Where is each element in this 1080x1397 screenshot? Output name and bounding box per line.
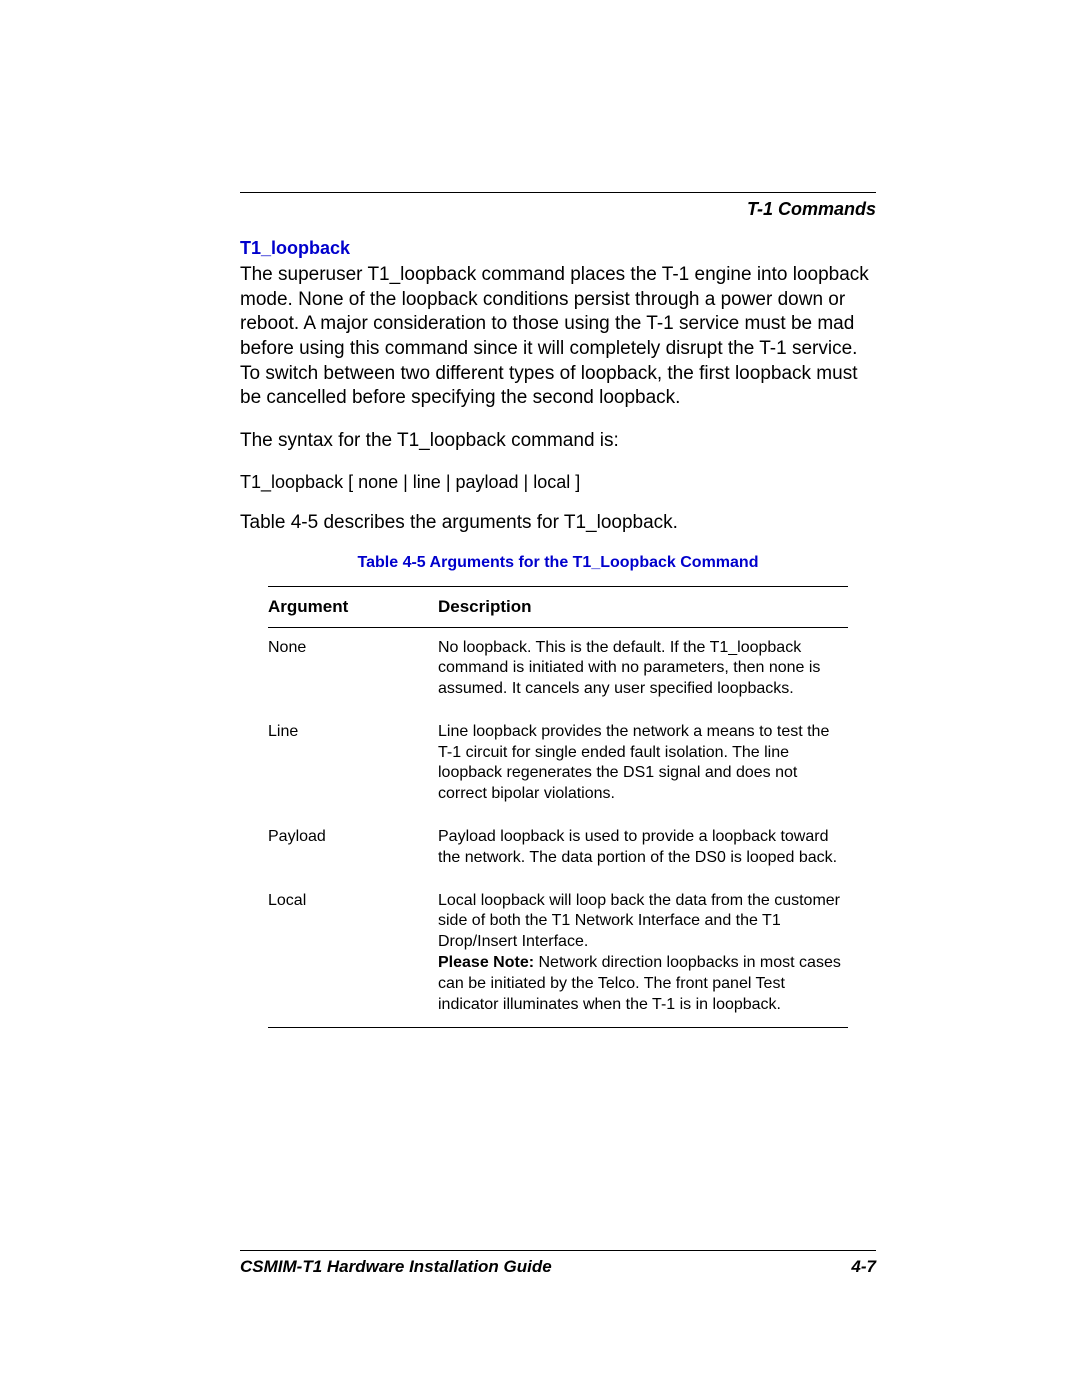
- header-title: T-1 Commands: [240, 199, 876, 220]
- table-row: None No loopback. This is the default. I…: [268, 627, 848, 712]
- arg-cell: Payload: [268, 817, 438, 881]
- page-content: T-1 Commands T1_loopback The superuser T…: [240, 192, 876, 1068]
- arg-cell: None: [268, 627, 438, 712]
- table-row: Payload Payload loopback is used to prov…: [268, 817, 848, 881]
- syntax-line: T1_loopback [ none | line | payload | lo…: [240, 472, 876, 493]
- arg-cell: Line: [268, 712, 438, 817]
- footer-rule: [240, 1250, 876, 1251]
- table-header-row: Argument Description: [268, 586, 848, 627]
- arguments-table: Argument Description None No loopback. T…: [268, 586, 848, 1029]
- table-caption: Table 4-5 Arguments for the T1_Loopback …: [240, 554, 876, 572]
- footer-row: CSMIM-T1 Hardware Installation Guide 4-7: [240, 1257, 876, 1277]
- desc-pre: Local loopback will loop back the data f…: [438, 892, 840, 951]
- table-row: Local Local loopback will loop back the …: [268, 881, 848, 1028]
- paragraph-syntax-intro: The syntax for the T1_loopback command i…: [240, 429, 876, 454]
- table-row: Line Line loopback provides the network …: [268, 712, 848, 817]
- desc-cell: Local loopback will loop back the data f…: [438, 881, 848, 1028]
- paragraph-intro: The superuser T1_loopback command places…: [240, 263, 876, 411]
- footer-right: 4-7: [851, 1257, 876, 1277]
- table-header-description: Description: [438, 586, 848, 627]
- arg-cell: Local: [268, 881, 438, 1028]
- table-header-argument: Argument: [268, 586, 438, 627]
- header-rule: [240, 192, 876, 193]
- note-label: Please Note:: [438, 954, 534, 971]
- section-heading: T1_loopback: [240, 238, 876, 259]
- footer-left: CSMIM-T1 Hardware Installation Guide: [240, 1257, 552, 1277]
- desc-cell: No loopback. This is the default. If the…: [438, 627, 848, 712]
- desc-cell: Payload loopback is used to provide a lo…: [438, 817, 848, 881]
- page-footer: CSMIM-T1 Hardware Installation Guide 4-7: [240, 1250, 876, 1277]
- desc-cell: Line loopback provides the network a mea…: [438, 712, 848, 817]
- paragraph-table-ref: Table 4-5 describes the arguments for T1…: [240, 511, 876, 536]
